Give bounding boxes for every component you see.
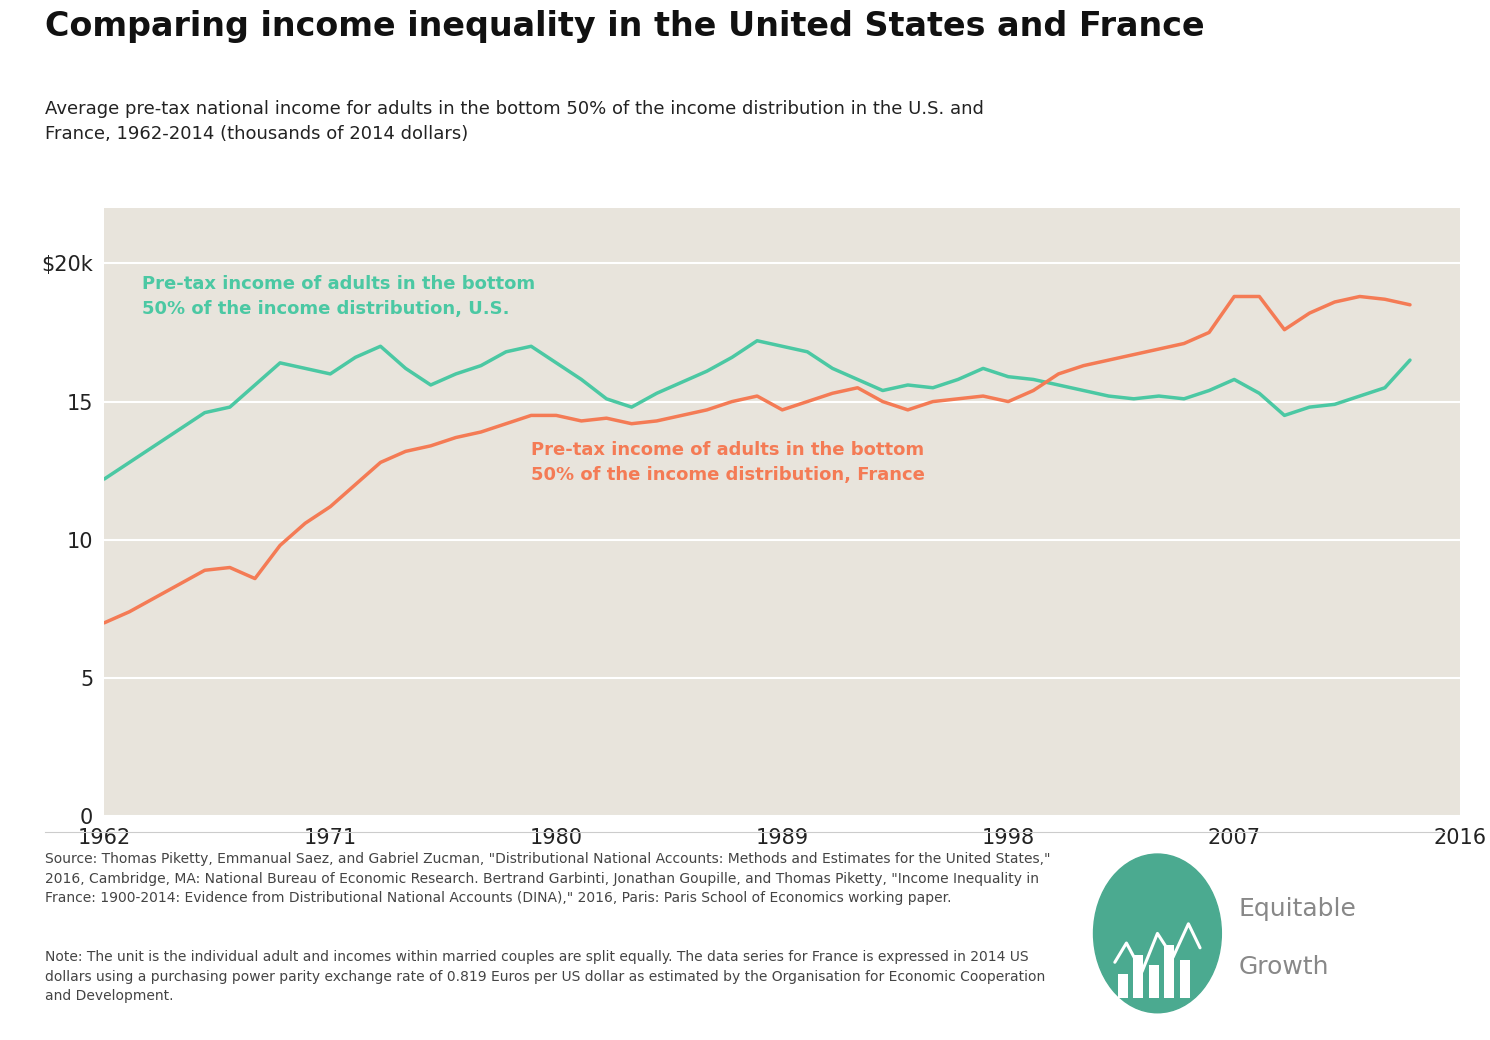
Circle shape — [1094, 854, 1222, 1013]
FancyBboxPatch shape — [1118, 974, 1128, 998]
Text: Pre-tax income of adults in the bottom
50% of the income distribution, U.S.: Pre-tax income of adults in the bottom 5… — [142, 275, 535, 318]
Text: Source: Thomas Piketty, Emmanual Saez, and Gabriel Zucman, "Distributional Natio: Source: Thomas Piketty, Emmanual Saez, a… — [45, 853, 1050, 906]
FancyBboxPatch shape — [1132, 955, 1143, 998]
Text: Growth: Growth — [1238, 955, 1329, 979]
Text: Comparing income inequality in the United States and France: Comparing income inequality in the Unite… — [45, 10, 1204, 44]
Text: Average pre-tax national income for adults in the bottom 50% of the income distr: Average pre-tax national income for adul… — [45, 100, 983, 142]
Text: Equitable: Equitable — [1238, 898, 1357, 921]
Text: Pre-tax income of adults in the bottom
50% of the income distribution, France: Pre-tax income of adults in the bottom 5… — [530, 441, 925, 484]
Text: Note: The unit is the individual adult and incomes within married couples are sp: Note: The unit is the individual adult a… — [45, 951, 1044, 1004]
FancyBboxPatch shape — [1164, 945, 1174, 998]
FancyBboxPatch shape — [1180, 960, 1189, 998]
FancyBboxPatch shape — [1149, 965, 1159, 998]
